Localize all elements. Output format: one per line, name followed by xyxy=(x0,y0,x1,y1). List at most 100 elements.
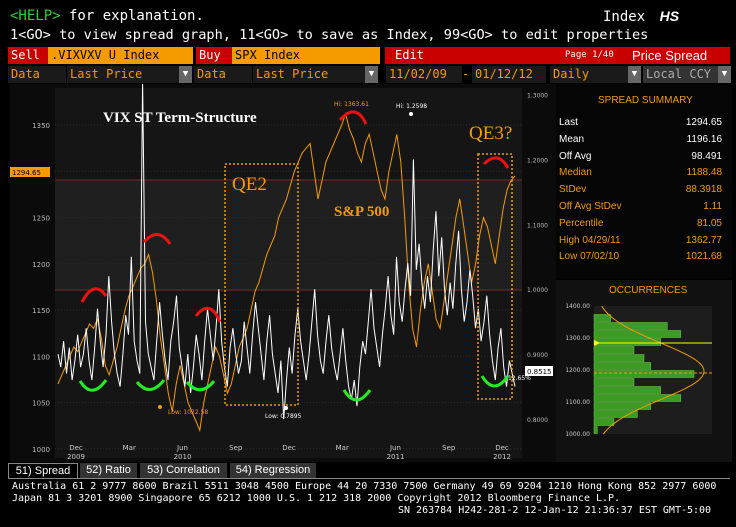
spread-summary-title: SPREAD SUMMARY xyxy=(598,95,693,106)
right-tick-label: 0.9000 xyxy=(527,352,548,359)
trough-arc xyxy=(480,375,510,388)
tab-regression[interactable]: 54) Regression xyxy=(230,463,316,478)
x-year-label: 2011 xyxy=(387,453,405,461)
x-tick-label: Jun xyxy=(176,444,188,452)
end-date-field[interactable]: 01/12/12 xyxy=(472,66,546,83)
data2-select[interactable]: Last Price xyxy=(253,66,365,83)
function-title: Price Spread xyxy=(632,48,708,63)
summary-key: Off Avg StDev xyxy=(559,201,622,212)
histogram-bar xyxy=(593,394,681,402)
spx-series-line xyxy=(57,112,516,433)
vix-low-marker xyxy=(284,406,288,410)
x-year-label: 2009 xyxy=(67,453,85,461)
currency-select[interactable]: Local CCY xyxy=(643,66,718,83)
summary-value: 88.3918 xyxy=(685,184,722,196)
index-code: HS xyxy=(659,8,680,24)
peak-arc xyxy=(338,110,368,125)
right-tick-label: 1.1000 xyxy=(527,222,548,229)
peak-arc xyxy=(482,156,510,169)
date-separator: - xyxy=(462,67,470,81)
data2-label: Data xyxy=(194,66,252,83)
qe2-label: QE2 xyxy=(232,174,267,195)
left-tick-label: 1150 xyxy=(32,307,50,315)
histogram-bar xyxy=(593,370,695,378)
histogram-tick-label: 1000.00 xyxy=(565,431,590,438)
x-tick-label: Dec xyxy=(69,444,83,452)
index-label-wrap: Index HS xyxy=(603,8,679,26)
edit-label: Edit xyxy=(395,48,424,62)
normal-curve xyxy=(601,305,705,435)
peak-arc xyxy=(142,233,172,245)
histogram-bar xyxy=(593,314,611,322)
x-tick-label: Mar xyxy=(336,444,349,452)
left-tick-label: 1000 xyxy=(32,446,50,454)
x-tick-label: Dec xyxy=(495,444,509,452)
page-indicator: Page 1/40 xyxy=(565,50,614,60)
summary-key: StDev xyxy=(559,184,587,196)
histogram-bar xyxy=(593,354,645,362)
last-value-right: 0.8515 xyxy=(527,368,552,376)
x-year-label: 2012 xyxy=(493,453,511,461)
qe2-box xyxy=(224,163,299,406)
summary-value: 1021.68 xyxy=(685,251,722,263)
spx-high-label: Hi: 1363.61 xyxy=(334,101,369,108)
summary-value: 1.11 xyxy=(703,201,722,212)
qe3-label: QE3? xyxy=(469,123,512,144)
start-date-field[interactable]: 11/02/09 xyxy=(386,66,462,83)
x-tick-label: Dec xyxy=(282,444,296,452)
left-tick-label: 1100 xyxy=(32,353,50,361)
histogram-bar xyxy=(593,362,651,370)
summary-key: Off Avg xyxy=(559,150,592,162)
footer-line-2: Japan 81 3 3201 8900 Singapore 65 6212 1… xyxy=(12,493,621,504)
x-tick-label: Mar xyxy=(123,444,136,452)
histogram-bar xyxy=(593,378,635,386)
tab-divider xyxy=(8,478,730,479)
histogram-bar xyxy=(593,426,598,434)
trough-arc xyxy=(135,379,166,391)
summary-value: 1196.16 xyxy=(686,133,722,145)
vix-high-label: Hi: 1.2598 xyxy=(396,103,427,110)
summary-key: Low 07/02/10 xyxy=(559,251,620,263)
edit-button[interactable]: Edit Page 1/40 Price Spread xyxy=(385,47,730,64)
last-value-left: 1294.65 xyxy=(12,169,41,177)
histogram-bar xyxy=(593,346,635,354)
chevron-down-icon[interactable]: ▼ xyxy=(365,66,378,83)
summary-key: Last xyxy=(559,117,578,128)
left-tick-label: 1350 xyxy=(32,122,50,130)
buy-security-field[interactable]: SPX Index xyxy=(232,47,380,64)
period-select[interactable]: Daily xyxy=(550,66,628,83)
data1-select[interactable]: Last Price xyxy=(67,66,179,83)
vix-title-annotation: VIX ST Term-Structure xyxy=(103,110,257,126)
histogram-bars xyxy=(593,314,695,434)
trough-arc xyxy=(78,379,108,392)
chevron-down-icon[interactable]: ▼ xyxy=(628,66,641,83)
help-line: <HELP> for explanation. xyxy=(10,8,204,25)
chevron-down-icon[interactable]: ▼ xyxy=(718,66,731,83)
histogram-axis: 1400.00 1300.00 1200.00 1100.00 1000.00 xyxy=(565,303,590,438)
sell-label: Sell xyxy=(8,47,48,64)
histogram-tick-label: 1100.00 xyxy=(565,399,590,406)
spx-low-label: Low: 1022.58 xyxy=(168,409,208,416)
tab-ratio[interactable]: 52) Ratio xyxy=(80,463,137,478)
x-tick-label: Jun xyxy=(389,444,401,452)
summary-value: 1294.65 xyxy=(685,117,722,128)
histogram-bar xyxy=(593,386,661,394)
data1-label: Data xyxy=(8,66,66,83)
histogram-bar xyxy=(593,418,615,426)
plot-area xyxy=(55,88,522,458)
left-tick-label: 1200 xyxy=(32,261,50,269)
chevron-down-icon[interactable]: ▼ xyxy=(179,66,192,83)
histogram-tick-label: 1400.00 xyxy=(565,303,590,310)
spread-chart[interactable]: 10001050110011501200125013001350 0.80000… xyxy=(0,84,556,462)
right-tick-label: 1.3000 xyxy=(527,92,548,99)
qe3-box xyxy=(477,153,513,400)
histogram-tick-label: 1200.00 xyxy=(565,367,590,374)
spx-label: S&P 500 xyxy=(334,204,389,220)
summary-key: Mean xyxy=(559,133,585,145)
buy-label: Buy xyxy=(196,47,232,64)
tab-spread[interactable]: 51) Spread xyxy=(8,463,78,479)
tab-correlation[interactable]: 53) Correlation xyxy=(140,463,227,478)
help-key[interactable]: <HELP> xyxy=(10,8,61,24)
sell-security-field[interactable]: .VIXVXV U Index xyxy=(48,47,193,64)
